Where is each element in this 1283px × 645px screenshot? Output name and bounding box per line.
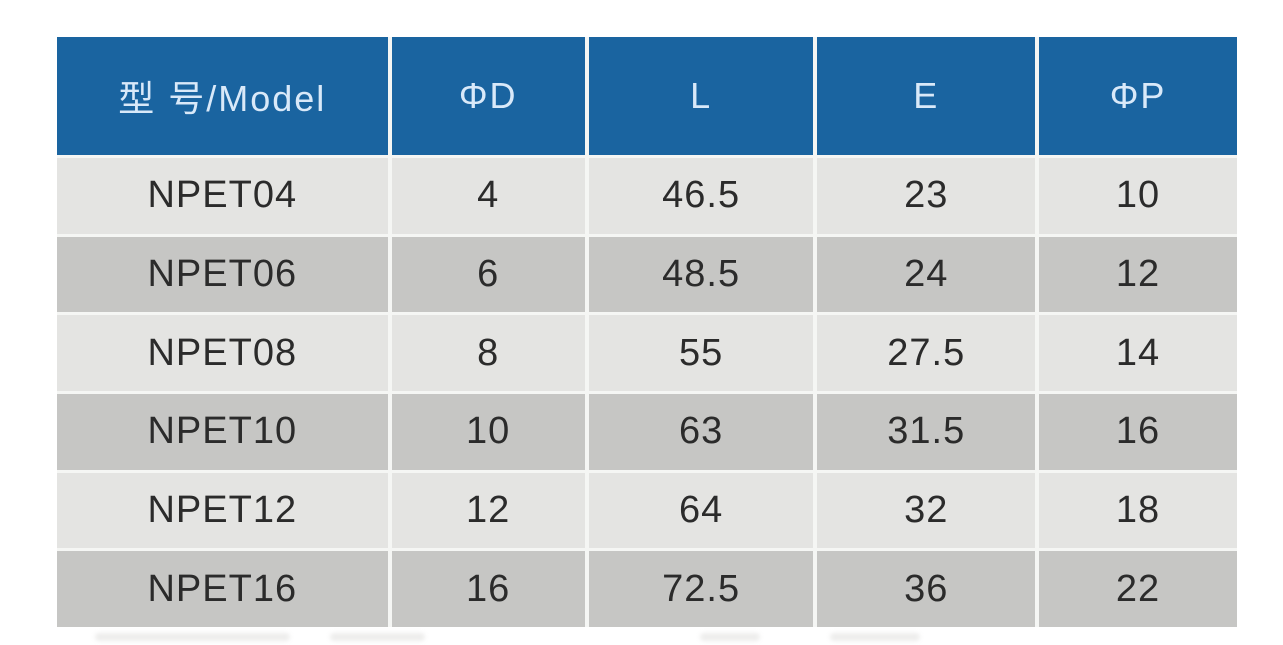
column-header-d-diameter: ΦD xyxy=(391,37,585,155)
model-cell: NPET16 xyxy=(57,551,388,627)
value-cell: 18 xyxy=(1039,472,1237,549)
value-cell: 63 xyxy=(588,393,814,470)
column-header-e: E xyxy=(817,37,1036,155)
value-cell: 72.5 xyxy=(588,551,814,627)
value-cell: 10 xyxy=(1039,158,1237,234)
value-cell: 64 xyxy=(588,472,814,549)
value-cell: 14 xyxy=(1039,315,1237,391)
column-header-p-diameter: ΦP xyxy=(1039,37,1237,155)
value-cell: 8 xyxy=(391,315,585,391)
value-cell: 10 xyxy=(391,393,585,470)
value-cell: 27.5 xyxy=(817,315,1036,391)
model-cell: NPET06 xyxy=(57,236,388,313)
cut-off-text-remnant xyxy=(700,633,760,641)
value-cell: 22 xyxy=(1039,551,1237,627)
value-cell: 24 xyxy=(817,236,1036,313)
value-cell: 46.5 xyxy=(588,158,814,234)
value-cell: 36 xyxy=(817,551,1036,627)
column-header-length: L xyxy=(588,37,814,155)
value-cell: 48.5 xyxy=(588,236,814,313)
value-cell: 16 xyxy=(1039,393,1237,470)
model-spec-table: 型 号/Model ΦD L E ΦP NPET04 4 46.5 23 10 … xyxy=(57,37,1237,627)
value-cell: 23 xyxy=(817,158,1036,234)
column-header-model: 型 号/Model xyxy=(57,37,388,155)
cut-off-text-remnant xyxy=(95,633,290,641)
model-cell: NPET04 xyxy=(57,158,388,234)
value-cell: 32 xyxy=(817,472,1036,549)
value-cell: 12 xyxy=(391,472,585,549)
value-cell: 4 xyxy=(391,158,585,234)
value-cell: 55 xyxy=(588,315,814,391)
value-cell: 6 xyxy=(391,236,585,313)
cut-off-text-remnant xyxy=(830,633,920,641)
model-cell: NPET12 xyxy=(57,472,388,549)
value-cell: 12 xyxy=(1039,236,1237,313)
value-cell: 16 xyxy=(391,551,585,627)
model-cell: NPET10 xyxy=(57,393,388,470)
cut-off-text-remnant xyxy=(330,633,425,641)
model-cell: NPET08 xyxy=(57,315,388,391)
value-cell: 31.5 xyxy=(817,393,1036,470)
